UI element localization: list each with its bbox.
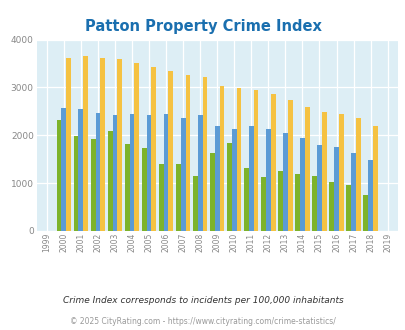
- Bar: [270, 94, 275, 231]
- Bar: [107, 130, 112, 231]
- Bar: [57, 120, 61, 231]
- Bar: [282, 133, 287, 231]
- Bar: [61, 108, 66, 231]
- Bar: [112, 115, 117, 231]
- Bar: [124, 144, 129, 231]
- Bar: [243, 168, 248, 231]
- Bar: [90, 139, 95, 231]
- Bar: [134, 63, 139, 231]
- Bar: [260, 178, 265, 231]
- Bar: [202, 78, 207, 231]
- Bar: [328, 182, 333, 231]
- Bar: [151, 67, 156, 231]
- Bar: [168, 71, 173, 231]
- Bar: [253, 90, 258, 231]
- Bar: [345, 185, 350, 231]
- Bar: [372, 126, 377, 231]
- Bar: [117, 59, 122, 231]
- Bar: [129, 114, 134, 231]
- Bar: [265, 129, 270, 231]
- Bar: [185, 75, 190, 231]
- Bar: [214, 126, 219, 231]
- Bar: [180, 117, 185, 231]
- Bar: [294, 174, 299, 231]
- Bar: [299, 138, 304, 231]
- Bar: [141, 148, 146, 231]
- Bar: [355, 118, 360, 231]
- Bar: [100, 58, 105, 231]
- Bar: [163, 114, 168, 231]
- Bar: [316, 145, 321, 231]
- Bar: [192, 177, 197, 231]
- Bar: [236, 88, 241, 231]
- Bar: [277, 171, 282, 231]
- Bar: [66, 58, 71, 231]
- Bar: [175, 164, 180, 231]
- Bar: [367, 160, 372, 231]
- Text: Patton Property Crime Index: Patton Property Crime Index: [84, 19, 321, 34]
- Bar: [350, 152, 355, 231]
- Bar: [226, 143, 231, 231]
- Bar: [248, 126, 253, 231]
- Bar: [231, 129, 236, 231]
- Bar: [304, 107, 309, 231]
- Text: © 2025 CityRating.com - https://www.cityrating.com/crime-statistics/: © 2025 CityRating.com - https://www.city…: [70, 317, 335, 326]
- Bar: [146, 115, 151, 231]
- Bar: [362, 195, 367, 231]
- Bar: [158, 164, 163, 231]
- Text: Crime Index corresponds to incidents per 100,000 inhabitants: Crime Index corresponds to incidents per…: [62, 296, 343, 305]
- Bar: [311, 176, 316, 231]
- Bar: [219, 86, 224, 231]
- Bar: [287, 100, 292, 231]
- Bar: [83, 56, 88, 231]
- Bar: [197, 115, 202, 231]
- Bar: [321, 112, 326, 231]
- Bar: [338, 114, 343, 231]
- Bar: [74, 136, 78, 231]
- Bar: [78, 109, 83, 231]
- Bar: [209, 152, 214, 231]
- Bar: [333, 147, 338, 231]
- Bar: [95, 113, 100, 231]
